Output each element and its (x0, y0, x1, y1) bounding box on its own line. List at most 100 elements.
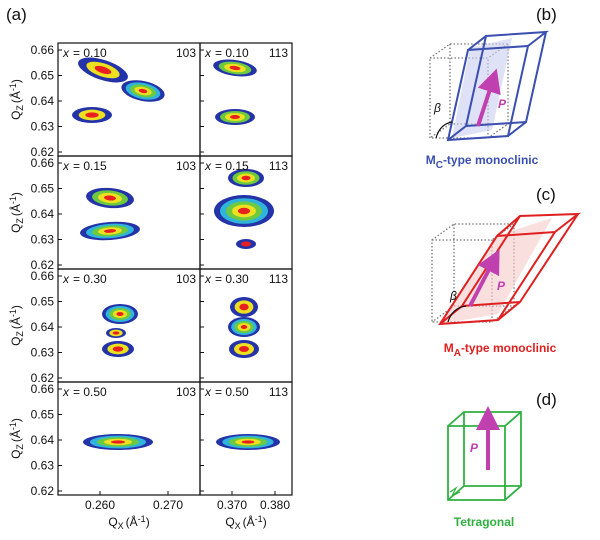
contour (241, 241, 251, 247)
composition-label: x = 0.50 (204, 385, 249, 399)
composition-value: = 0.30 (73, 272, 107, 286)
reflection-label: 103 (176, 272, 196, 286)
contour (230, 115, 240, 119)
y-tick-label: 0.66 (31, 43, 55, 57)
x-axis-label: QX (Å-1) (225, 514, 266, 531)
y-axis-sup: -1 (8, 309, 18, 317)
y-tick-label: 0.66 (31, 156, 55, 170)
panel-label: (a) (6, 5, 27, 24)
map-cell: x = 0.30 103 0.66 0.65 0.64 0.63 0.62 (31, 268, 201, 385)
map-cell: x = 0.15 103 0.66 0.65 0.64 0.63 0.62 (31, 155, 201, 272)
contour (104, 229, 116, 233)
y-axis-sub: Z (15, 105, 25, 111)
x-axis-label: QX (Å-1) (108, 514, 149, 531)
y-axis-unit: (Å (8, 91, 23, 103)
polarization-label: P (498, 97, 507, 111)
x-axis-unit: (Å (243, 514, 255, 529)
caption-sub: A (454, 348, 461, 359)
caption: Tetragonal (454, 515, 514, 529)
caption-sub: C (436, 160, 443, 171)
composition-value: = 0.30 (215, 272, 249, 286)
composition-var: x (204, 159, 212, 173)
composition-value: = 0.50 (215, 385, 249, 399)
x-tick-label: 0.370 (217, 498, 247, 512)
y-axis-close: ) (9, 79, 23, 83)
mc-diagram (429, 30, 550, 142)
caption: MA-type monoclinic (444, 341, 557, 359)
caption-main: M (444, 341, 454, 355)
composition-var: x (204, 385, 212, 399)
x-tick-label: 0.270 (153, 498, 183, 512)
y-axis-main: Q (9, 111, 23, 120)
map-cell: x = 0.15 113 (199, 155, 293, 270)
contour (241, 175, 251, 181)
y-tick-label: 0.64 (31, 94, 55, 108)
contour (241, 440, 255, 444)
contour (138, 88, 148, 94)
composition-label: x = 0.30 (62, 272, 107, 286)
panel-label: (c) (536, 185, 556, 204)
composition-label: x = 0.15 (62, 159, 107, 173)
y-axis-label: QZ (Å-1) (8, 418, 25, 459)
caption-main: M (426, 153, 436, 167)
y-axis-close: ) (9, 305, 23, 309)
panel-label: (d) (536, 390, 557, 409)
composition-value: = 0.15 (73, 159, 107, 173)
composition-var: x (204, 46, 212, 60)
y-tick-label: 0.65 (31, 295, 55, 309)
y-tick-label: 0.65 (31, 408, 55, 422)
x-axis-sup: -1 (138, 514, 146, 524)
y-tick-label: 0.65 (31, 182, 55, 196)
y-axis-sub: Z (15, 218, 25, 224)
tetragonal-diagram (447, 406, 522, 501)
caption: MC-type monoclinic (426, 153, 539, 171)
y-tick-label: 0.64 (31, 320, 55, 334)
y-axis-sup: -1 (8, 83, 18, 91)
reflection-label: 113 (269, 159, 288, 173)
y-axis-sub: Z (15, 444, 25, 450)
contour (239, 303, 249, 311)
y-axis-unit: (Å (8, 204, 23, 216)
y-axis-unit: (Å (8, 317, 23, 329)
y-tick-label: 0.66 (31, 269, 55, 283)
reflection-label: 113 (269, 46, 288, 60)
x-tick-label: 0.260 (85, 498, 115, 512)
composition-value: = 0.10 (73, 46, 107, 60)
y-axis-label: QZ (Å-1) (8, 79, 25, 120)
y-axis-label: QZ (Å-1) (8, 305, 25, 346)
y-axis-sub: Z (15, 331, 25, 337)
polarization-label: P (470, 441, 479, 455)
map-cell: x = 0.10 103 0.66 0.65 0.64 0.63 0.62 (31, 42, 201, 159)
composition-var: x (62, 385, 70, 399)
y-axis-main: Q (9, 450, 23, 459)
x-axis-main: Q (108, 515, 117, 529)
caption-rest: -type monoclinic (443, 153, 539, 167)
contour (112, 331, 120, 335)
panel-label: (b) (536, 5, 557, 24)
contour (112, 346, 124, 352)
contour (111, 440, 125, 444)
y-tick-label: 0.62 (31, 145, 55, 159)
y-tick-label: 0.66 (31, 382, 55, 396)
y-axis-unit: (Å (8, 430, 23, 442)
composition-value: = 0.10 (215, 46, 249, 60)
composition-value: = 0.50 (73, 385, 107, 399)
contour (104, 195, 116, 201)
y-tick-label: 0.63 (31, 459, 55, 473)
y-tick-label: 0.64 (31, 207, 55, 221)
y-axis-label: QZ (Å-1) (8, 192, 25, 233)
caption-rest: -type monoclinic (461, 341, 557, 355)
map-cell: x = 0.50 113 (199, 381, 293, 496)
y-tick-label: 0.63 (31, 346, 55, 360)
contour (116, 312, 124, 316)
angle-label: β (433, 101, 441, 115)
x-tick-label: 0.380 (260, 498, 290, 512)
y-axis-sup: -1 (8, 422, 18, 430)
reflection-label: 113 (269, 272, 288, 286)
composition-label: x = 0.50 (62, 385, 107, 399)
composition-label: x = 0.15 (204, 159, 249, 173)
x-axis-sub: X (235, 521, 241, 531)
ma-diagram (431, 212, 582, 326)
map-cell: x = 0.30 113 (199, 268, 293, 383)
